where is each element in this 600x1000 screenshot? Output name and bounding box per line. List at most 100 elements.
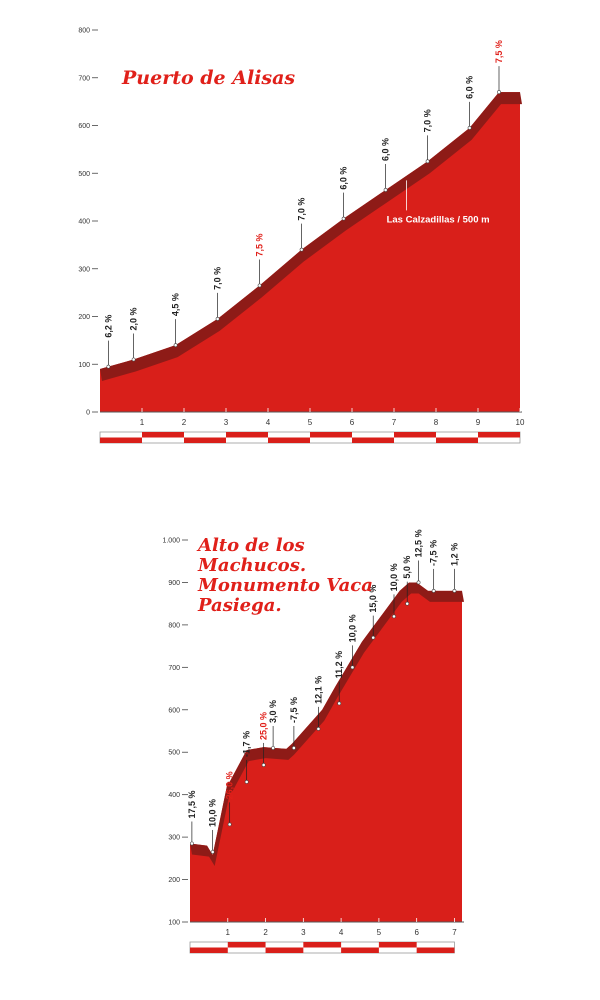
gradient-marker-dot bbox=[131, 357, 136, 362]
gradient-marker-dot bbox=[106, 364, 111, 369]
x-tick-label: 6 bbox=[350, 418, 355, 427]
y-tick-label: 600 bbox=[78, 123, 90, 130]
gradient-marker-dot bbox=[416, 580, 421, 585]
km-strip-segment bbox=[310, 432, 352, 438]
x-tick-label: 6 bbox=[414, 928, 419, 937]
chart-2-title: Alto de los Machucos. Monumento Vaca Pas… bbox=[198, 535, 373, 616]
gradient-marker-dot bbox=[405, 601, 410, 606]
gradient-marker-dot bbox=[257, 283, 262, 288]
y-tick-label: 800 bbox=[168, 622, 180, 629]
y-tick-label: 500 bbox=[168, 750, 180, 757]
km-strip-segment bbox=[227, 942, 266, 948]
gradient-marker-dot bbox=[244, 780, 249, 784]
gradient-label: 7,0 % bbox=[423, 109, 433, 132]
km-strip-segment bbox=[436, 437, 478, 443]
gradient-label: 6,2 % bbox=[103, 315, 113, 338]
y-tick-label: 1.000 bbox=[162, 538, 180, 545]
x-tick-label: 4 bbox=[339, 928, 344, 937]
gradient-label: 10,0 % bbox=[389, 563, 399, 591]
x-tick-label: 5 bbox=[308, 418, 313, 427]
y-tick-label: 100 bbox=[78, 362, 90, 369]
gradient-marker-dot bbox=[341, 216, 346, 221]
gradient-label: 2,0 % bbox=[129, 307, 139, 330]
gradient-label: -7,5 % bbox=[429, 540, 439, 566]
profile-chart-1-svg: 0 100 200 300 400 500 600 700 800 1 2 3 4 5 6 7 8 9 10 6,2 … bbox=[78, 28, 525, 444]
gradient-label: -1,7 % bbox=[242, 731, 252, 757]
profile-top-band bbox=[190, 582, 464, 866]
chart-1-title: Puerto de Alisas bbox=[122, 67, 296, 89]
x-tick-label: 1 bbox=[226, 928, 231, 937]
gradient-label: 17,5 % bbox=[187, 790, 197, 818]
gradient-label: 10,0 % bbox=[208, 799, 218, 827]
y-tick-label: 600 bbox=[168, 707, 180, 714]
gradient-marker-dot bbox=[392, 614, 396, 619]
y-tick-label: 400 bbox=[78, 219, 90, 226]
y-tick-label: 800 bbox=[78, 28, 90, 35]
x-tick-label: 10 bbox=[516, 418, 525, 427]
gradient-label: 6,0 % bbox=[339, 167, 349, 190]
y-tick-label: 100 bbox=[168, 920, 180, 927]
gradient-label: -7,5 % bbox=[289, 697, 299, 723]
gradient-label: 11,2 % bbox=[334, 651, 344, 679]
x-tick-label: 2 bbox=[182, 418, 187, 427]
x-tick-label: 7 bbox=[392, 418, 397, 427]
gradient-label: 3,0 % bbox=[268, 700, 278, 723]
y-tick-label: 200 bbox=[168, 877, 180, 884]
gradient-marker-dot bbox=[227, 822, 232, 827]
y-tick-label: 400 bbox=[168, 792, 180, 799]
profile-area bbox=[190, 582, 462, 922]
km-strip-segment bbox=[478, 432, 520, 438]
gradient-label: 7,0 % bbox=[213, 267, 223, 290]
gradient-marker-dot bbox=[371, 635, 376, 640]
x-tick-label: 5 bbox=[377, 928, 382, 937]
profile-chart-2-svg: 100 200 300 400 500 600 700 800 900 1.000 1 2 3 4 5 6 7 1… bbox=[162, 529, 464, 954]
gradient-marker-dot bbox=[299, 247, 304, 252]
km-strip-segment bbox=[142, 432, 184, 438]
gradient-marker-dot bbox=[291, 746, 296, 750]
y-tick-label: 700 bbox=[168, 665, 180, 672]
x-tick-label: 3 bbox=[301, 928, 306, 937]
gradient-marker-dot bbox=[215, 316, 220, 321]
y-tick-label: 200 bbox=[78, 314, 90, 321]
gradient-label: 7,5 % bbox=[494, 40, 504, 63]
x-tick-label: 4 bbox=[266, 418, 271, 427]
gradient-marker-dot bbox=[467, 125, 472, 130]
y-tick-label: 300 bbox=[78, 266, 90, 273]
km-strip-segment bbox=[416, 947, 455, 953]
gradient-label: 7,0 % bbox=[297, 198, 307, 221]
km-strip-segment bbox=[378, 942, 417, 948]
gradient-label: 15,0 % bbox=[368, 585, 378, 613]
gradient-marker-dot bbox=[431, 589, 436, 593]
x-tick-label: 3 bbox=[224, 418, 229, 427]
gradient-marker-dot bbox=[261, 763, 266, 767]
y-tick-label: 900 bbox=[168, 580, 180, 587]
profile-chart-puerto-de-alisas: 0 100 200 300 400 500 600 700 800 1 2 3 4 5 6 7 8 9 10 6,2 … bbox=[0, 0, 600, 470]
km-strip-segment bbox=[268, 437, 310, 443]
x-tick-label: 9 bbox=[476, 418, 481, 427]
gradient-label: 5,0 % bbox=[402, 556, 412, 579]
gradient-label: 6,0 % bbox=[465, 76, 475, 99]
y-tick-label: 300 bbox=[168, 835, 180, 842]
x-tick-label: 2 bbox=[263, 928, 268, 937]
gradient-marker-dot bbox=[497, 90, 501, 94]
gradient-marker-dot bbox=[383, 188, 388, 192]
km-strip-segment bbox=[394, 432, 436, 438]
y-tick-label: 0 bbox=[86, 410, 90, 417]
km-strip-segment bbox=[100, 437, 142, 443]
profile-chart-alto-de-los-machucos: 100 200 300 400 500 600 700 800 900 1.000 1 2 3 4 5 6 7 1… bbox=[0, 510, 600, 980]
gradient-label: 12,5 % bbox=[414, 529, 424, 557]
gradient-marker-dot bbox=[189, 841, 194, 846]
annotation-label: Las Calzadillas / 500 m bbox=[387, 214, 490, 225]
gradient-marker-dot bbox=[337, 701, 342, 706]
gradient-label: 1,2 % bbox=[449, 543, 459, 566]
gradient-label: 10,0 % bbox=[347, 614, 357, 642]
gradient-label: 26,0 % bbox=[225, 771, 235, 799]
gradient-label: 6,0 % bbox=[381, 138, 391, 161]
x-tick-label: 1 bbox=[140, 418, 145, 427]
gradient-marker-dot bbox=[350, 665, 355, 670]
km-strip-segment bbox=[265, 947, 304, 953]
km-strip-segment bbox=[352, 437, 394, 443]
gradient-label: 4,5 % bbox=[171, 293, 181, 316]
gradient-label: 25,0 % bbox=[259, 712, 269, 740]
gradient-marker-dot bbox=[173, 343, 178, 348]
